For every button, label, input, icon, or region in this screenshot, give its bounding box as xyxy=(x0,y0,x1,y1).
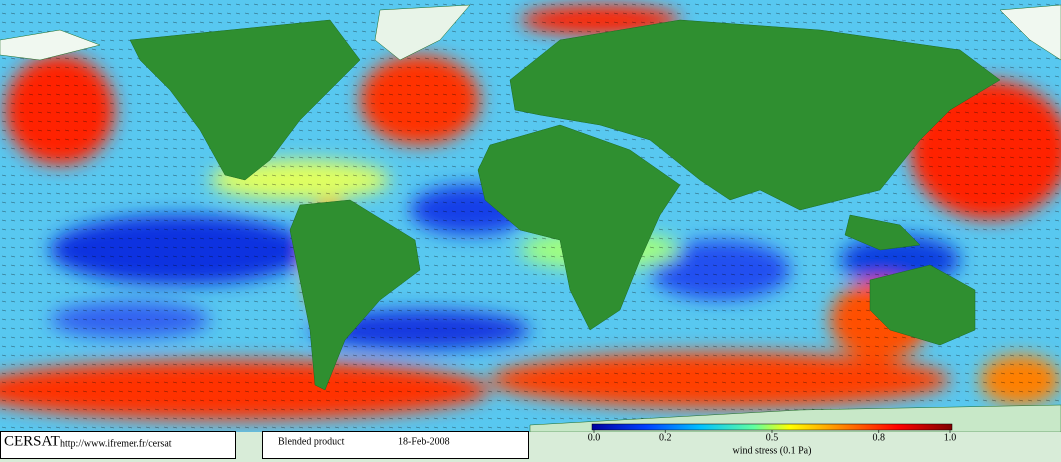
colorbar-scale xyxy=(591,423,953,431)
product-box xyxy=(262,431,529,459)
land xyxy=(0,4,1061,433)
product: Blended product xyxy=(278,436,345,447)
colorbar: wind stress (0.1 Pa) 0.0 0.2 0.5 0.8 1.0 xyxy=(588,423,957,456)
tick-label: 0.0 xyxy=(588,432,601,443)
colorbar-label: wind stress (0.1 Pa) xyxy=(733,445,812,456)
footer: CERSAT http://www.ifremer.fr/cersat Blen… xyxy=(0,431,1061,462)
date: 18-Feb-2008 xyxy=(398,436,450,447)
tick-label: 1.0 xyxy=(944,432,957,443)
logo-box xyxy=(0,431,236,459)
url: http://www.ifremer.fr/cersat xyxy=(60,438,172,449)
tick-label: 0.2 xyxy=(659,432,672,443)
tick-label: 0.5 xyxy=(766,432,779,443)
tick-label: 0.8 xyxy=(873,432,886,443)
logo: CERSAT xyxy=(4,433,60,449)
